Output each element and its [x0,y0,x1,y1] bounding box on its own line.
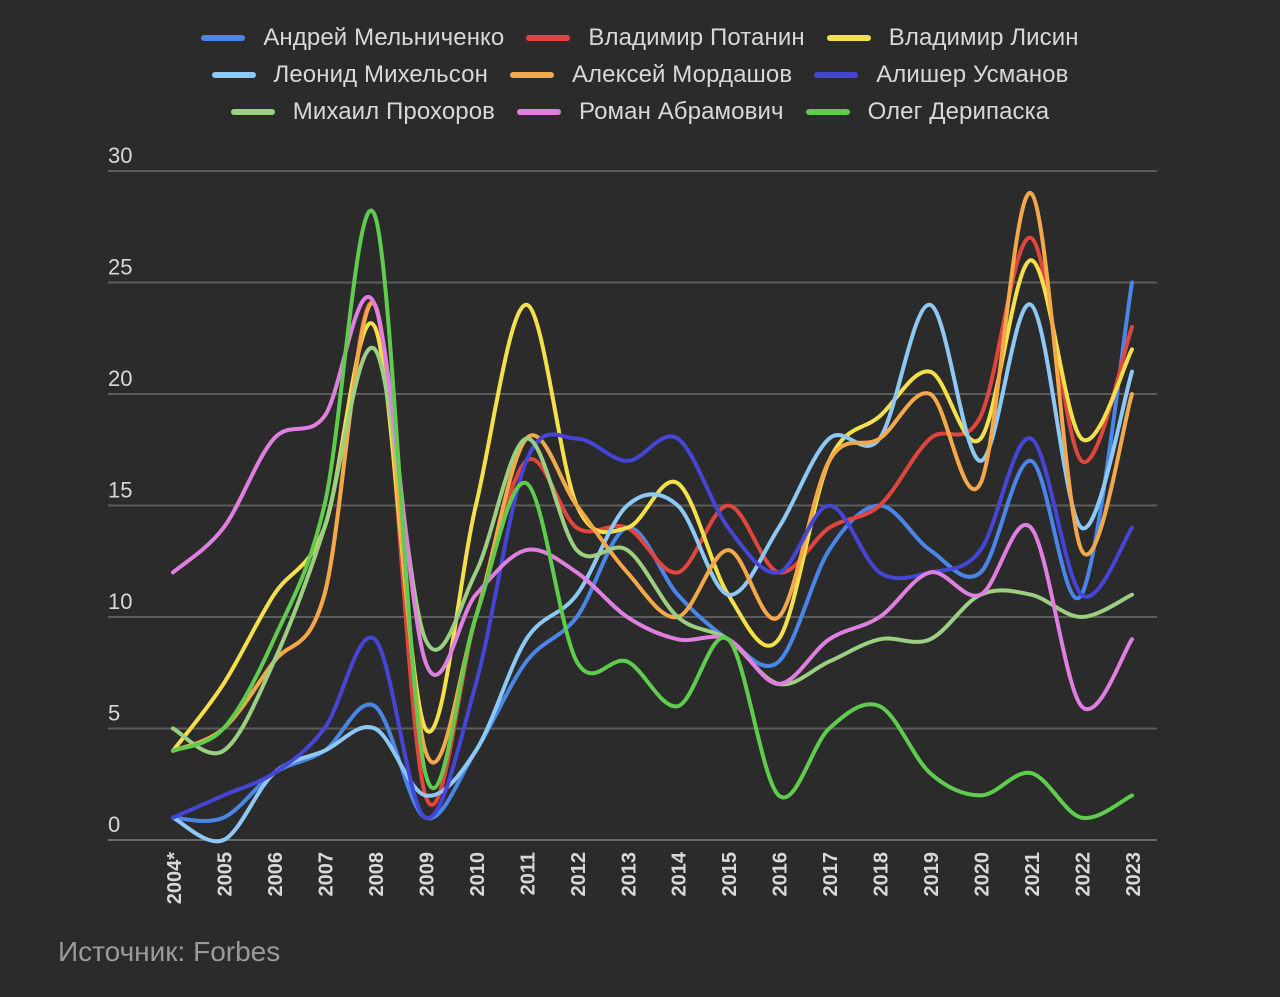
y-axis-ticks: 0 5 10 15 20 25 30 [108,143,132,837]
y-tick-label: 15 [108,478,132,503]
series-line-1 [171,235,1134,807]
x-tick-label: 2015 [719,852,741,897]
x-tick-label: 2010 [467,852,489,897]
legend-item[interactable]: Михаил Прохоров [230,98,496,126]
legend-row-1: Андрей Мельниченко Владимир Потанин Влад… [201,24,1079,52]
series-line-5 [171,432,1134,820]
legend-item[interactable]: Владимир Потанин [526,24,805,52]
legend-row-3: Михаил Прохоров Роман Абрамович Олег Дер… [230,98,1050,126]
series-lines [171,191,1134,844]
legend-label: Олег Дерипаска [867,98,1050,125]
x-tick-label: 2012 [568,852,590,897]
x-tick-label: 2022 [1073,852,1095,897]
x-tick-label: 2005 [214,852,236,897]
legend-item[interactable]: Андрей Мельниченко [201,24,504,52]
y-tick-label: 25 [108,255,132,280]
legend-swatch [517,109,562,115]
legend-swatch [805,109,850,115]
series-line-6 [171,345,1134,756]
legend-label: Леонид Михельсон [273,61,488,88]
x-tick-label: 2021 [1022,852,1044,897]
chart-legend: Андрей Мельниченко Владимир Потанин Влад… [0,24,1280,126]
x-tick-label: 2004* [164,852,186,904]
x-tick-label: 2006 [265,852,287,897]
legend-label: Андрей Мельниченко [263,24,505,51]
series-line-4 [171,191,1134,765]
legend-swatch [230,109,275,115]
legend-label: Михаил Прохоров [292,98,496,125]
legend-item[interactable]: Владимир Лисин [826,24,1079,52]
series-line-0 [171,280,1134,823]
x-tick-label: 2014 [669,851,691,896]
legend-item[interactable]: Роман Абрамович [517,98,784,126]
source-caption: Источник: Forbes [58,936,281,967]
x-tick-label: 2016 [770,852,792,897]
x-tick-label: 2013 [618,852,640,897]
y-tick-label: 20 [108,366,132,391]
y-tick-label: 30 [108,143,132,168]
legend-row-2: Леонид Михельсон Алексей Мордашов Алишер… [211,61,1069,89]
x-axis-ticks: 2004* 2005 2006 2007 2008 2009 2010 2011 2012 201… [164,851,1145,904]
legend-label: Алишер Усманов [876,61,1069,88]
x-tick-label: 2017 [820,852,842,897]
y-tick-label: 5 [108,701,120,726]
series-line-8 [171,208,1134,820]
legend-item[interactable]: Олег Дерипаска [805,98,1050,126]
legend-label: Владимир Лисин [888,24,1079,51]
x-tick-label: 2018 [871,852,893,897]
y-tick-label: 0 [108,812,120,837]
legend-swatch [211,72,256,78]
legend-label: Владимир Потанин [588,24,805,51]
x-tick-label: 2023 [1123,852,1145,897]
y-tick-label: 10 [108,589,132,614]
x-tick-label: 2011 [517,852,539,895]
x-tick-label: 2019 [921,852,943,897]
legend-item[interactable]: Леонид Михельсон [211,61,488,89]
series-line-3 [171,302,1134,844]
legend-label: Алексей Мордашов [571,61,793,88]
series-line-7 [171,294,1134,712]
legend-label: Роман Абрамович [579,98,784,125]
x-tick-label: 2009 [416,852,438,897]
legend-item[interactable]: Алишер Усманов [814,61,1068,89]
legend-swatch [814,72,859,78]
x-tick-label: 2020 [972,852,994,897]
x-tick-label: 2007 [315,852,337,897]
legend-swatch [201,35,246,41]
legend-swatch [526,35,571,41]
legend-swatch [509,72,554,78]
legend-item[interactable]: Алексей Мордашов [509,61,793,89]
x-tick-label: 2008 [366,852,388,897]
legend-swatch [826,35,871,41]
